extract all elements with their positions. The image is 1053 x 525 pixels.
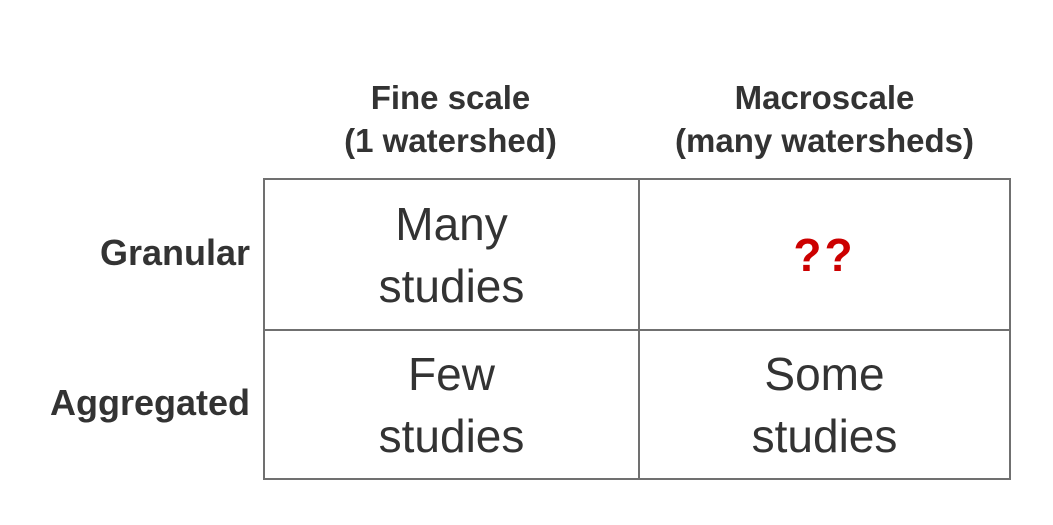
cell-macro-granular: ??	[640, 180, 1009, 329]
row-header-granular: Granular	[99, 232, 250, 273]
cell-text-line: studies	[378, 259, 525, 312]
cell-text-line: studies	[378, 409, 525, 462]
column-header-macroscale: Macroscale (many watersheds)	[638, 76, 1011, 162]
cell-macro-aggregated: Some studies	[640, 331, 1009, 478]
grid-horizontal-divider	[265, 329, 1009, 331]
column-header-title: Macroscale	[734, 79, 915, 116]
cell-text-line: Some	[764, 347, 885, 400]
cell-text-line: studies	[751, 409, 898, 462]
cell-text-line: Many	[395, 197, 508, 250]
cell-text-line: Few	[408, 347, 495, 400]
cell-fine-granular: Many studies	[265, 180, 638, 329]
column-header-subtitle: (many watersheds)	[675, 122, 974, 159]
unknown-marker: ??	[793, 228, 856, 281]
matrix-grid: Many studies ?? Few studies Some studies	[263, 178, 1011, 480]
cell-fine-aggregated: Few studies	[265, 331, 638, 478]
row-header-aggregated: Aggregated	[49, 382, 250, 423]
column-header-fine-scale: Fine scale (1 watershed)	[264, 76, 637, 162]
column-header-title: Fine scale	[370, 79, 531, 116]
column-header-subtitle: (1 watershed)	[344, 122, 557, 159]
